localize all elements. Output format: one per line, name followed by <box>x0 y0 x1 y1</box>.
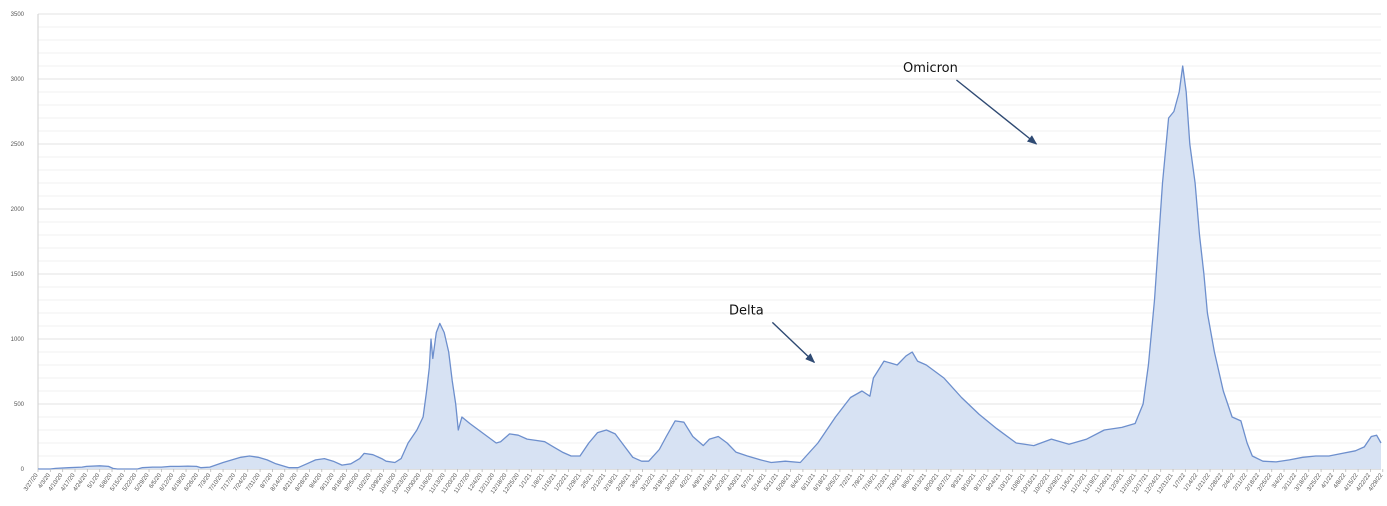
y-tick-label: 2500 <box>11 142 25 148</box>
y-tick-label: 500 <box>14 402 25 408</box>
y-tick-label: 2000 <box>11 207 25 213</box>
annotation-label: Delta <box>729 303 764 318</box>
y-tick-label: 3000 <box>11 77 25 83</box>
x-axis: 3/27/204/3/204/10/204/17/204/24/205/1/20… <box>23 469 1385 495</box>
annotations: Delta Omicron <box>729 61 1038 364</box>
annotation-arrow <box>956 79 1038 145</box>
series-line <box>38 65 1382 470</box>
y-tick-label: 3500 <box>11 12 25 18</box>
y-tick-label: 1500 <box>11 272 25 278</box>
annotation-label: Omicron <box>903 61 958 76</box>
y-tick-label: 0 <box>21 467 25 473</box>
y-tick-label: 1000 <box>11 337 25 343</box>
x-tick-label: 3/27/20 <box>23 472 40 492</box>
series-fill <box>38 66 1381 469</box>
annotation-arrow <box>771 321 816 364</box>
series-area <box>38 65 1382 470</box>
